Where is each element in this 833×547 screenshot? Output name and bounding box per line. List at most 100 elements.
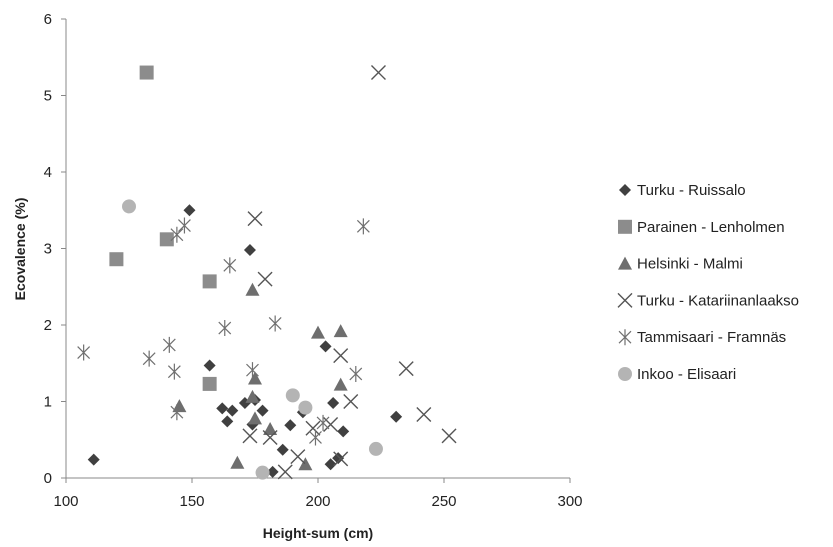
- data-point: [263, 422, 278, 436]
- data-point: [416, 407, 432, 422]
- legend-label: Turku - Ruissalo: [637, 182, 746, 199]
- data-point: [343, 394, 359, 409]
- x-tick-label: 100: [53, 493, 78, 510]
- data-point: [398, 361, 414, 377]
- data-point: [245, 282, 260, 296]
- data-point: [202, 274, 217, 289]
- legend-marker: [618, 367, 632, 381]
- data-point: [337, 425, 350, 438]
- legend-label: Helsinki - Malmi: [637, 256, 743, 273]
- data-point: [243, 244, 256, 257]
- data-point: [172, 399, 187, 413]
- axis-ticks: 0 1 2 3 4 5 6 100 150 200 250 300: [44, 11, 583, 510]
- data-point: [370, 65, 386, 81]
- data-point: [333, 377, 348, 391]
- data-point: [441, 428, 457, 444]
- x-tick-label: 150: [179, 493, 204, 510]
- legend-marker: [619, 184, 631, 196]
- data-point: [246, 418, 259, 431]
- y-tick-label: 6: [44, 11, 52, 28]
- data-point: [276, 443, 289, 456]
- data-point: [248, 371, 262, 385]
- data-point: [230, 455, 245, 469]
- legend-marker: [618, 219, 632, 234]
- data-point: [390, 410, 403, 423]
- legend-marker: [618, 256, 632, 270]
- y-tick-label: 5: [44, 88, 52, 105]
- data-point: [167, 363, 181, 380]
- data-point: [268, 315, 282, 332]
- data-point: [242, 428, 258, 444]
- x-tick-label: 200: [305, 493, 330, 510]
- legend-label: Tammisaari - Framnäs: [637, 329, 786, 346]
- legend-marker: [618, 329, 632, 346]
- data-point: [349, 365, 363, 382]
- data-point: [87, 453, 100, 466]
- data-point: [248, 411, 262, 425]
- legend-label: Turku - Katariinanlaakso: [637, 292, 799, 309]
- data-point: [170, 226, 184, 243]
- data-point: [257, 271, 273, 287]
- data-point: [256, 404, 269, 417]
- series-diamond-points: [87, 204, 403, 478]
- series-star-points: [77, 217, 370, 446]
- data-point: [178, 217, 191, 234]
- data-point: [319, 340, 332, 353]
- legend-label: Inkoo - Elisaari: [637, 366, 736, 383]
- data-point: [226, 404, 239, 417]
- data-point: [221, 415, 234, 428]
- x-tick-label: 250: [431, 493, 456, 510]
- data-point: [223, 257, 237, 274]
- data-point: [277, 464, 293, 480]
- data-point: [298, 457, 313, 471]
- data-point: [202, 376, 217, 391]
- data-point: [122, 199, 136, 214]
- y-tick-label: 0: [44, 470, 52, 487]
- data-point: [311, 325, 325, 339]
- data-point: [246, 362, 259, 379]
- data-point: [170, 404, 184, 421]
- series-square-points: [109, 65, 217, 391]
- data-point: [183, 204, 196, 217]
- data-point: [316, 414, 330, 431]
- data-point: [305, 420, 321, 436]
- data-point: [142, 350, 156, 367]
- data-point: [262, 429, 278, 445]
- data-point: [368, 441, 383, 456]
- data-point: [332, 452, 345, 465]
- data-point: [285, 388, 300, 403]
- data-point: [203, 359, 216, 372]
- data-point: [109, 252, 124, 267]
- series-x-points: [242, 65, 457, 480]
- y-tick-label: 3: [44, 241, 52, 258]
- legend: Turku - Ruissalo Parainen - Lenholmen Hels…: [617, 182, 799, 383]
- legend-label: Parainen - Lenholmen: [637, 219, 785, 236]
- data-point: [255, 465, 270, 480]
- data-point: [218, 320, 232, 337]
- y-axis-title: Ecovalence (%): [12, 198, 28, 301]
- data-point: [216, 402, 229, 415]
- data-point: [356, 218, 370, 235]
- legend-marker: [617, 292, 633, 308]
- data-point: [139, 65, 154, 80]
- data-point: [327, 397, 340, 410]
- data-point: [333, 324, 348, 338]
- data-point: [324, 458, 337, 471]
- data-point: [298, 400, 313, 415]
- data-point: [290, 449, 306, 465]
- series-triangle-points: [172, 282, 348, 471]
- data-point: [247, 211, 263, 227]
- y-tick-label: 2: [44, 317, 52, 334]
- data-point: [309, 429, 322, 446]
- data-point: [245, 389, 260, 403]
- data-point: [77, 344, 91, 361]
- data-point: [333, 451, 349, 467]
- data-points: [77, 65, 457, 480]
- data-point: [162, 336, 176, 353]
- data-point: [333, 348, 349, 364]
- data-point: [159, 232, 174, 247]
- x-axis-title: Height-sum (cm): [263, 525, 373, 541]
- y-tick-label: 1: [44, 394, 52, 411]
- series-circle-points: [122, 199, 383, 480]
